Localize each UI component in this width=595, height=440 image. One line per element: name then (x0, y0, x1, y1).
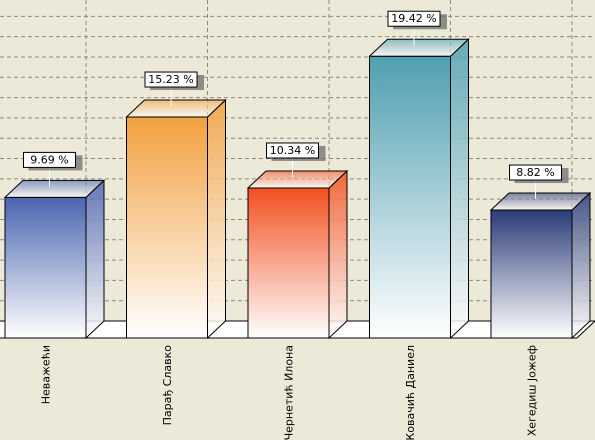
label-box (144, 71, 198, 88)
bar-side (85, 179, 105, 340)
bar (126, 116, 208, 339)
label-box (266, 142, 319, 159)
value-label: 15.23 % (148, 73, 193, 86)
bar-side (207, 98, 226, 340)
bar (490, 209, 573, 339)
bar-top (368, 38, 470, 57)
value-label: 19.42 % (391, 12, 436, 25)
x-tick-label: Неважећи (40, 345, 53, 404)
x-tick-label: Хегедиш Јожеф (526, 345, 539, 436)
bar-side (450, 38, 469, 340)
x-tick-label: Парађ Славко (161, 345, 174, 426)
bar-top (125, 99, 227, 118)
x-tick-label: Ковачић Даниел (404, 345, 417, 440)
bar-top (489, 192, 592, 211)
bar-top (246, 170, 349, 189)
x-tick-label: Чернетић Илона (283, 345, 296, 440)
bar (369, 55, 451, 339)
bar-side (571, 191, 591, 340)
value-label: 9.69 % (30, 153, 68, 166)
value-label: 8.82 % (516, 166, 554, 179)
label-box (509, 164, 562, 181)
bar-side (328, 169, 348, 340)
label-box (23, 151, 76, 168)
bar (4, 196, 87, 339)
bar-top (3, 179, 106, 198)
label-box (387, 10, 441, 27)
bar (247, 187, 330, 339)
value-label: 10.34 % (270, 144, 315, 157)
